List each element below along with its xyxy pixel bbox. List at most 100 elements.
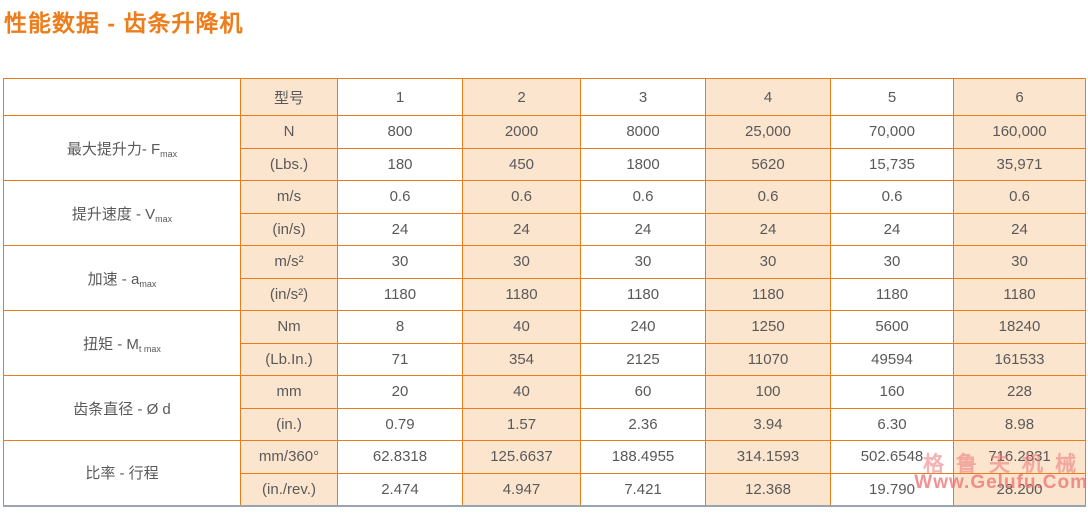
value-cell: 100 (705, 375, 831, 409)
unit-cell: m/s² (240, 245, 338, 279)
value-cell: 8.98 (953, 407, 1086, 441)
table-row: (in./rev.) 2.474 4.947 7.421 12.368 19.7… (4, 472, 1086, 506)
value-cell: 2000 (462, 115, 581, 149)
value-cell: 62.8318 (337, 440, 463, 474)
unit-cell: Nm (240, 310, 338, 344)
table-row: 最大提升力- Fmax N 800 2000 8000 25,000 70,00… (3, 115, 1086, 181)
value-cell: 30 (705, 245, 831, 279)
value-cell: 0.6 (462, 180, 581, 214)
value-cell: 71 (337, 342, 463, 376)
model-col-header: 4 (705, 78, 831, 116)
value-cell: 7.421 (580, 472, 706, 506)
table-row: (Lb.In.) 71 354 2125 11070 49594 161533 (4, 342, 1086, 376)
value-cell: 354 (462, 342, 581, 376)
value-cell: 1180 (337, 277, 463, 311)
performance-data-table: 型号 1 2 3 4 5 6 最大提升力- Fmax N 800 2000 80… (3, 78, 1086, 507)
value-cell: 20 (337, 375, 463, 409)
row-label-text: 比率 - 行程 (85, 465, 159, 483)
value-cell: 28.200 (953, 472, 1086, 506)
row-label-text: 加速 - a (87, 270, 140, 288)
table-row: 扭矩 - Mt max Nm 8 40 240 1250 5600 18240 (3, 310, 1086, 376)
value-cell: 49594 (830, 342, 954, 376)
row-label-subscript: max (155, 213, 173, 224)
row-label-subscript: max (160, 148, 178, 159)
value-cell: 15,735 (830, 147, 954, 181)
row-label-ratio-travel: 比率 - 行程 (3, 440, 241, 506)
value-cell: 24 (462, 212, 581, 246)
value-cell: 35,971 (953, 147, 1086, 181)
table-row: (in/s²) 1180 1180 1180 1180 1180 1180 (4, 277, 1086, 311)
value-cell: 30 (337, 245, 463, 279)
value-cell: 502.6548 (830, 440, 954, 474)
page-title: 性能数据 - 齿条升降机 (4, 10, 244, 36)
row-label-text: 最大提升力- F (66, 140, 161, 158)
value-cell: 2125 (580, 342, 706, 376)
value-cell: 1800 (580, 147, 706, 181)
unit-cell: (Lbs.) (240, 147, 338, 181)
value-cell: 180 (337, 147, 463, 181)
value-cell: 314.1593 (705, 440, 831, 474)
table-row: 齿条直径 - Ø d mm 20 40 60 100 160 228 (3, 375, 1086, 441)
value-cell: 3.94 (705, 407, 831, 441)
value-cell: 24 (830, 212, 954, 246)
value-cell: 0.6 (337, 180, 463, 214)
value-cell: 716.2831 (953, 440, 1086, 474)
row-label-text: 提升速度 - V (71, 205, 156, 223)
value-cell: 8 (337, 310, 463, 344)
model-col-header: 5 (830, 78, 954, 116)
value-cell: 2.474 (337, 472, 463, 506)
value-cell: 6.30 (830, 407, 954, 441)
unit-cell: (in.) (240, 407, 338, 441)
value-cell: 25,000 (705, 115, 831, 149)
value-cell: 11070 (705, 342, 831, 376)
table-row: (in/s) 24 24 24 24 24 24 (4, 212, 1086, 246)
value-cell: 18240 (953, 310, 1086, 344)
value-cell: 0.6 (705, 180, 831, 214)
unit-cell: m/s (240, 180, 338, 214)
row-label-lifting-speed: 提升速度 - Vmax (3, 180, 241, 246)
value-cell: 125.6637 (462, 440, 581, 474)
value-cell: 240 (580, 310, 706, 344)
table-row: (in.) 0.79 1.57 2.36 3.94 6.30 8.98 (4, 407, 1086, 441)
value-cell: 4.947 (462, 472, 581, 506)
unit-cell: mm (240, 375, 338, 409)
value-cell: 2.36 (580, 407, 706, 441)
model-col-header: 3 (580, 78, 706, 116)
value-cell: 24 (953, 212, 1086, 246)
value-cell: 0.6 (580, 180, 706, 214)
value-cell: 12.368 (705, 472, 831, 506)
table-row: 提升速度 - Vmax m/s 0.6 0.6 0.6 0.6 0.6 0.6 (3, 180, 1086, 246)
value-cell: 0.6 (830, 180, 954, 214)
value-cell: 40 (462, 310, 581, 344)
value-cell: 450 (462, 147, 581, 181)
model-col-header: 6 (953, 78, 1086, 116)
value-cell: 30 (830, 245, 954, 279)
value-cell: 228 (953, 375, 1086, 409)
value-cell: 24 (705, 212, 831, 246)
unit-cell: (in/s²) (240, 277, 338, 311)
corner-cell (3, 78, 241, 116)
value-cell: 70,000 (830, 115, 954, 149)
value-cell: 160 (830, 375, 954, 409)
value-cell: 19.790 (830, 472, 954, 506)
value-cell: 40 (462, 375, 581, 409)
value-cell: 1180 (830, 277, 954, 311)
value-cell: 1180 (580, 277, 706, 311)
row-label-acceleration: 加速 - amax (3, 245, 241, 311)
value-cell: 160,000 (953, 115, 1086, 149)
unit-cell: (Lb.In.) (240, 342, 338, 376)
table-header-row: 型号 1 2 3 4 5 6 (3, 78, 1086, 116)
value-cell: 8000 (580, 115, 706, 149)
value-cell: 1250 (705, 310, 831, 344)
value-cell: 0.6 (953, 180, 1086, 214)
value-cell: 30 (580, 245, 706, 279)
row-label-text: 齿条直径 - Ø d (73, 400, 171, 418)
unit-cell: N (240, 115, 338, 149)
model-header-cell: 型号 (240, 78, 338, 116)
row-label-text: 扭矩 - M (83, 335, 139, 353)
value-cell: 1180 (953, 277, 1086, 311)
value-cell: 5600 (830, 310, 954, 344)
value-cell: 24 (580, 212, 706, 246)
row-label-subscript: max (139, 278, 157, 289)
